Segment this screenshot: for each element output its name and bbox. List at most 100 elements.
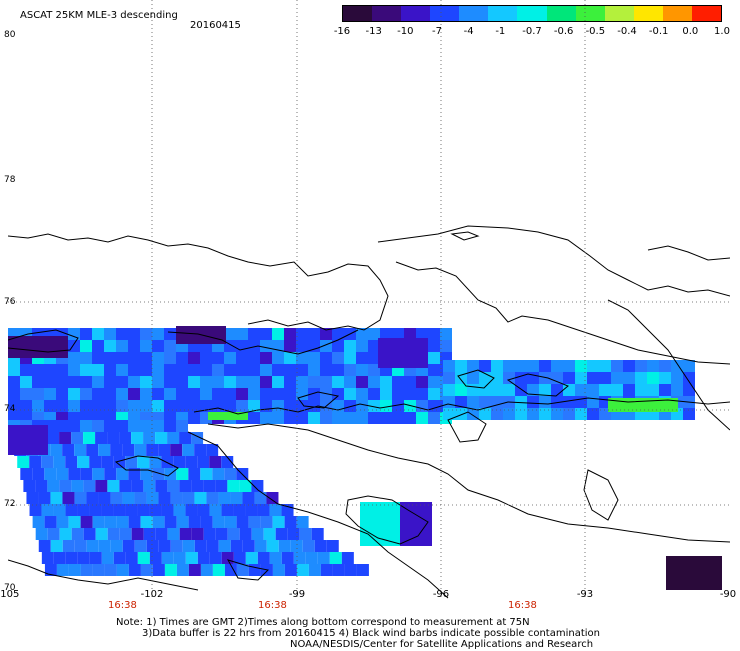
swath-cell [248,364,260,376]
latitude-label: 78 [4,175,16,185]
swath-cell [191,528,204,540]
swath-cell [287,528,300,540]
swath-cell [623,360,635,372]
swath-cell [104,352,116,364]
swath-cell [428,376,440,388]
swath-cell [164,376,176,388]
swath-cell [224,352,236,364]
swath-cell [539,360,551,372]
swath-cell [224,468,237,480]
swath-cell [368,328,380,340]
swath-cell [116,364,128,376]
swath-cell [527,360,539,372]
swath-cell [68,376,80,388]
swath-cell [80,388,92,400]
data-swath [8,326,722,590]
swath-cell [647,384,659,396]
swath-cell [224,516,237,528]
swath-cell [152,516,165,528]
swath-cell [41,456,54,468]
swath-cell [104,388,116,400]
swath-cell [209,552,222,564]
swath-cell [392,328,404,340]
swath-cell [392,376,404,388]
swath-cell [128,468,141,480]
swath-cell [104,516,117,528]
swath-cell [176,376,188,388]
swath-cell [74,444,87,456]
swath-cell [224,564,237,576]
latitude-label: 72 [4,499,16,509]
swath-cell [491,408,503,420]
swath-cell [455,360,467,372]
swath-cell [308,564,321,576]
swath-cell [116,328,128,340]
swath-cell [149,552,162,564]
swath-cell [491,396,503,408]
swath-cell [176,400,188,412]
swath-cell [164,364,176,376]
swath-cell [368,388,380,400]
swath-cell [143,432,156,444]
swath-cell [284,364,296,376]
swath-cell [170,492,183,504]
swath-cell [62,444,75,456]
swath-cell [20,400,32,412]
swath-cell [29,456,42,468]
swath-cell [185,504,198,516]
swath-cell [104,400,116,412]
swath-cell [110,444,123,456]
swath-cell [683,408,695,420]
swath-cell [440,340,452,352]
swath-cell [611,360,623,372]
colorbar-label: -10 [397,26,414,37]
swath-cell [224,400,236,412]
swath-cell [308,412,320,424]
swath-cell [188,468,201,480]
swath-cell [176,516,189,528]
swath-cell [173,552,186,564]
swath-cell [356,376,368,388]
swath-cell [296,564,309,576]
swath-cell [380,328,392,340]
swath-cell [242,540,255,552]
swath-cell [92,468,105,480]
longitude-label: -93 [576,589,594,600]
swath-cell [182,540,195,552]
swath-cell [215,528,228,540]
swath-cell [47,528,60,540]
swath-cell [257,504,270,516]
swath-cell [317,552,330,564]
swath-cell [68,388,80,400]
time-label: 16:38 [508,600,537,611]
swath-cell [203,480,216,492]
swath-cell [212,400,224,412]
swath-cell [236,352,248,364]
swath-cell [443,372,455,384]
swath-cell [272,388,284,400]
swath-cell [272,376,284,388]
swath-cell [260,352,272,364]
swath-cell [611,384,623,396]
swath-cell [392,388,404,400]
swath-cell [86,444,99,456]
swath-cell [239,528,252,540]
colorbar-label: -1 [495,26,506,37]
swath-cell [242,492,255,504]
swath-cell [122,444,135,456]
swath-cell [683,360,695,372]
swath-cell [8,364,20,376]
swath-cell [80,376,92,388]
swath-cell [212,352,224,364]
note-line-2: 3)Data buffer is 22 hrs from 20160415 4)… [142,628,600,639]
colorbar-label: -13 [365,26,382,37]
swath-cell [326,540,339,552]
swath-cell [368,412,380,424]
colorbar-swatch [372,6,402,21]
swath-cell [380,412,392,424]
swath-cell [200,364,212,376]
swath-cell [74,492,87,504]
swath-cell [356,388,368,400]
swath-cell [116,340,128,352]
swath-cell [203,528,216,540]
